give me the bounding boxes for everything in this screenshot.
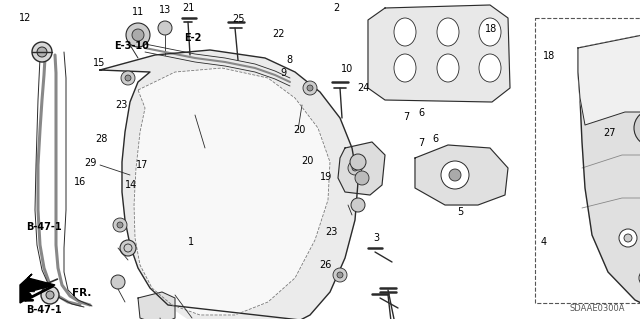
Text: 12: 12 [19, 12, 32, 23]
Circle shape [337, 272, 343, 278]
Text: B-47-1: B-47-1 [26, 305, 62, 315]
Text: 26: 26 [319, 260, 332, 270]
Circle shape [158, 21, 172, 35]
Text: 29: 29 [84, 158, 97, 168]
Text: 2: 2 [333, 3, 339, 13]
Circle shape [126, 23, 150, 47]
Circle shape [117, 222, 123, 228]
Circle shape [125, 75, 131, 81]
Text: 4: 4 [541, 237, 547, 247]
Text: B-47-1: B-47-1 [26, 222, 61, 232]
Text: 18: 18 [543, 51, 556, 61]
Circle shape [634, 110, 640, 146]
Polygon shape [134, 68, 330, 315]
Circle shape [307, 85, 313, 91]
Text: 18: 18 [485, 24, 498, 34]
Circle shape [113, 218, 127, 232]
Ellipse shape [479, 18, 501, 46]
Circle shape [352, 165, 358, 171]
Text: 23: 23 [115, 100, 128, 110]
Text: 23: 23 [325, 227, 338, 237]
Text: 11: 11 [131, 7, 144, 17]
Text: 24: 24 [357, 83, 370, 93]
Polygon shape [20, 274, 55, 303]
Text: 3: 3 [373, 233, 380, 243]
Polygon shape [578, 32, 640, 128]
Text: 13: 13 [159, 5, 172, 15]
Text: 6: 6 [418, 108, 424, 118]
Text: 1: 1 [188, 237, 194, 248]
Text: E-3-10: E-3-10 [114, 41, 148, 51]
Circle shape [132, 29, 144, 41]
Circle shape [37, 47, 47, 57]
Text: 7: 7 [418, 138, 424, 148]
Ellipse shape [394, 18, 416, 46]
Text: 9: 9 [280, 68, 287, 78]
Circle shape [41, 286, 59, 304]
Circle shape [639, 269, 640, 287]
Circle shape [624, 234, 632, 242]
Circle shape [619, 229, 637, 247]
Text: 28: 28 [95, 134, 108, 144]
Text: 19: 19 [320, 172, 333, 182]
Text: E-2: E-2 [184, 33, 202, 43]
Ellipse shape [479, 54, 501, 82]
Polygon shape [338, 142, 385, 195]
Circle shape [449, 169, 461, 181]
Ellipse shape [437, 18, 459, 46]
Circle shape [111, 275, 125, 289]
Text: 27: 27 [603, 128, 616, 138]
Circle shape [350, 154, 366, 170]
Circle shape [121, 71, 135, 85]
Text: 20: 20 [293, 125, 306, 135]
Circle shape [348, 161, 362, 175]
Text: 20: 20 [301, 156, 314, 166]
Circle shape [303, 81, 317, 95]
Circle shape [333, 268, 347, 282]
Text: 6: 6 [432, 134, 438, 144]
Text: SDAAE0300A: SDAAE0300A [570, 304, 625, 313]
Text: 17: 17 [136, 160, 148, 170]
Text: 22: 22 [272, 29, 285, 40]
Text: 8: 8 [287, 55, 293, 65]
Text: 16: 16 [74, 177, 86, 188]
Polygon shape [100, 50, 358, 319]
Polygon shape [368, 5, 510, 102]
Polygon shape [578, 32, 640, 319]
Text: 25: 25 [232, 13, 245, 24]
Ellipse shape [394, 54, 416, 82]
Circle shape [441, 161, 469, 189]
Polygon shape [138, 292, 175, 319]
Circle shape [120, 240, 136, 256]
Text: 10: 10 [340, 63, 353, 74]
Text: FR.: FR. [72, 288, 92, 298]
Polygon shape [415, 145, 508, 205]
Circle shape [46, 291, 54, 299]
Text: 5: 5 [458, 207, 464, 217]
Circle shape [355, 171, 369, 185]
Bar [535, 18, 640, 303]
Circle shape [351, 198, 365, 212]
Text: 21: 21 [182, 3, 195, 13]
Ellipse shape [437, 54, 459, 82]
Text: 7: 7 [403, 112, 410, 122]
Text: 14: 14 [125, 180, 138, 190]
Circle shape [32, 42, 52, 62]
Text: 15: 15 [93, 58, 106, 68]
